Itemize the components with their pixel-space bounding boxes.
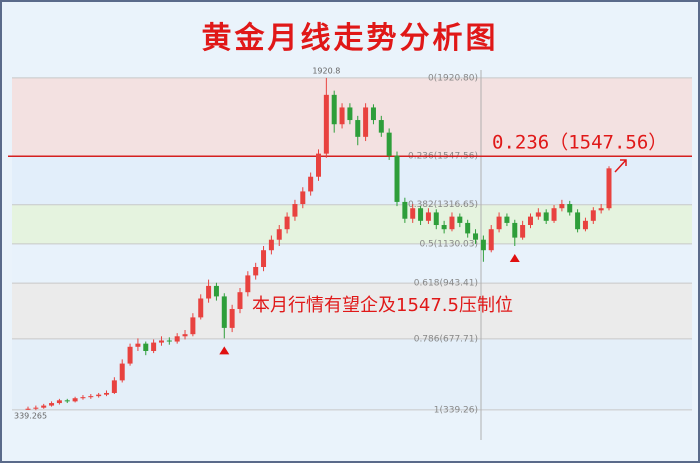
candle-body [292,204,298,217]
candle-body [80,397,86,399]
fib-band [12,338,692,410]
candle-body [158,340,164,343]
candle-body [394,155,400,202]
candle-body [363,107,369,137]
candle-body [465,222,471,234]
candle-body [457,216,463,223]
fib-band [12,204,692,244]
candle-body [559,204,565,209]
candle-body [104,392,110,395]
candle-body [151,342,157,351]
candle-body [56,400,62,404]
candle-body [33,407,39,409]
candle-body [527,216,533,226]
arrow [614,159,627,173]
low-marker [219,346,230,355]
candle-body [535,212,541,217]
fib-label: 0.618(943.41) [414,279,478,289]
candle-body [49,403,55,406]
candle-body [512,222,518,238]
candle-body [261,250,267,268]
candle-body [127,346,133,364]
candle-body [206,285,212,299]
candle-body [402,201,408,219]
candle-body [72,398,78,402]
candle-body [237,292,243,309]
candle-body [488,229,494,251]
candle-body [64,400,70,402]
candle-body [300,191,306,205]
low-label: 339.265 [14,411,47,420]
low-marker [509,254,520,263]
candle-body [355,120,361,137]
candle-body [253,267,259,276]
fib-label: 0.382(1316.65) [408,200,478,210]
candle-body [316,153,321,177]
candle-body [582,220,588,230]
fib-label: 0.786(677.71) [414,334,478,344]
candle-body [543,212,549,221]
candle-body [268,239,274,251]
candle-body [425,212,431,221]
candle-body [347,107,353,121]
candle-body [229,308,235,328]
candle-body [190,317,196,335]
candle-body [276,229,282,240]
candle-body [284,216,290,230]
candle-body [339,107,345,125]
candle-body [135,343,141,347]
candle-body [386,132,392,156]
forecast-annotation: 本月行情有望企及1547.5压制位 [252,295,513,316]
candle-body [323,94,329,154]
candle-body [590,210,596,221]
candle-body [504,216,510,223]
plot-area: 0(1920.80)0.236(1547.56)0.382(1316.65)0.… [8,66,692,440]
candle-body [308,176,314,192]
high-label: 1920.8 [312,66,340,75]
candle-body [25,408,31,410]
candle-body [449,216,455,230]
fib-band [12,243,692,284]
candle-body [111,380,117,393]
candle-body [119,363,125,381]
candle-body [166,340,172,342]
candle-body [433,212,439,226]
fib-label: 0.5(1130.03) [419,239,478,249]
candle-body [174,336,180,342]
candle-body [567,204,573,213]
candle-body [198,298,204,318]
candle-body [378,120,384,133]
candle-body [245,275,251,293]
candle-body [520,225,526,238]
candle-body [41,405,47,408]
candle-body [441,225,447,230]
candle-body [88,396,94,398]
fib-label: 0(1920.80) [428,73,478,83]
candle-body [331,94,337,125]
candle-body [551,208,557,221]
fib-band [12,283,692,339]
candle-body [96,394,102,397]
candle-body [143,343,149,351]
candle-body [473,233,479,240]
candle-body [598,208,604,211]
chart-title: 黄金月线走势分析图 [202,21,499,56]
candle-body [418,208,424,221]
candle-body [480,239,486,251]
level-annotation: 0.236（1547.56） [492,132,667,154]
candle-body [496,216,502,230]
candle-body [182,334,188,337]
candle-body [221,296,227,328]
candle-body [370,107,376,121]
candle-body [213,285,219,297]
candle-body [606,168,612,209]
candle-body [575,212,581,230]
fib-band [12,156,692,205]
fib-label: 1(339.26) [434,405,478,415]
candle-body [410,208,416,219]
